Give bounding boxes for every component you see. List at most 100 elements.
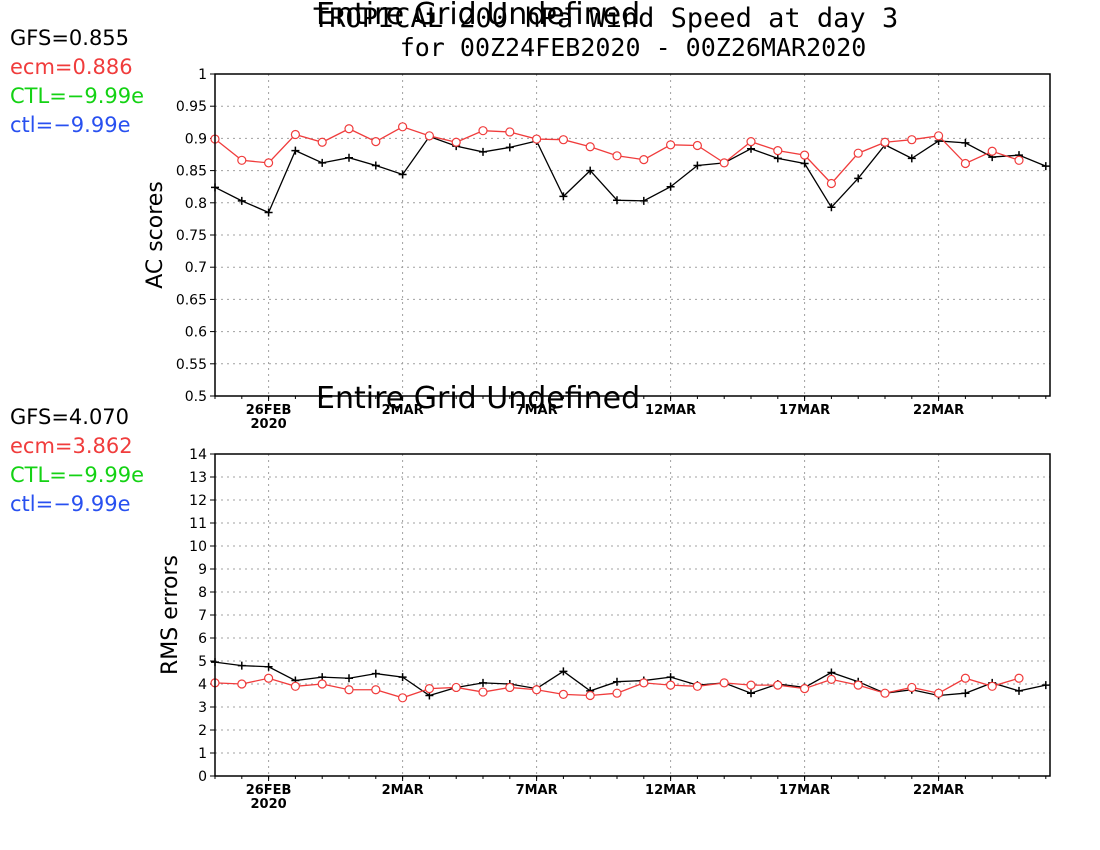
ecm-data-point bbox=[719, 678, 729, 688]
y-tick-label: 3 bbox=[198, 700, 207, 716]
x-tick-label: 7MAR bbox=[516, 403, 558, 418]
y-tick-label: 0 bbox=[198, 769, 207, 785]
ecm-data-point bbox=[531, 685, 542, 695]
ecm-score: ecm=3.862 bbox=[10, 434, 133, 458]
y-tick-label: 0.9 bbox=[185, 131, 207, 147]
ecm-data-point bbox=[639, 678, 649, 688]
ecm-data-point bbox=[451, 682, 461, 693]
ecm-data-point bbox=[773, 680, 783, 690]
ecm-data-point bbox=[960, 158, 971, 169]
ecm-data-point bbox=[371, 137, 381, 147]
x-tick-sublabel: 2020 bbox=[251, 797, 287, 812]
ecm-data-point bbox=[665, 140, 676, 150]
gfs-data-point bbox=[237, 661, 246, 670]
gfs-data-point bbox=[318, 158, 327, 167]
gfs-data-point bbox=[693, 161, 702, 170]
overlay-text-top: Entire Grid Undefined bbox=[316, 0, 640, 32]
y-tick-label: 0.75 bbox=[176, 228, 207, 244]
gfs-data-point bbox=[961, 138, 970, 147]
y-tick-label: 0.8 bbox=[185, 196, 207, 212]
y-axis-label: RMS errors bbox=[158, 555, 183, 675]
ecm-data-point bbox=[531, 134, 542, 144]
gfs-data-point bbox=[559, 667, 568, 676]
ecm-score: ecm=0.886 bbox=[10, 55, 133, 79]
gfs-series-line bbox=[214, 135, 1047, 214]
ecm-data-point bbox=[907, 135, 917, 145]
gfs-data-point bbox=[613, 677, 621, 686]
y-tick-label: 10 bbox=[189, 539, 207, 555]
y-tick-label: 0.85 bbox=[176, 164, 207, 180]
ecm-data-point bbox=[639, 155, 649, 165]
ecm-data-point bbox=[344, 124, 354, 134]
ecm-data-point bbox=[585, 142, 595, 152]
gfs-data-point bbox=[371, 669, 380, 678]
x-tick-label: 2MAR bbox=[382, 403, 424, 418]
ecm-data-point bbox=[505, 682, 515, 693]
gfs-data-point bbox=[1041, 681, 1050, 690]
overlay-text-bottom: Entire Grid Undefined bbox=[316, 381, 640, 416]
gfs-data-point bbox=[586, 166, 595, 175]
gfs-data-point bbox=[773, 154, 782, 163]
ecm-data-point bbox=[880, 137, 890, 147]
ecm-data-point bbox=[960, 673, 971, 683]
ecm-data-point bbox=[933, 131, 944, 141]
plot-frame bbox=[214, 453, 1051, 777]
ecm-data-point bbox=[719, 158, 729, 168]
ecm-data-point bbox=[799, 150, 810, 160]
ecm-data-point bbox=[478, 687, 488, 697]
ecm-data-point bbox=[424, 683, 434, 694]
y-tick-label: 0.55 bbox=[176, 357, 207, 373]
gfs-data-point bbox=[345, 674, 353, 683]
ecm-data-point bbox=[746, 680, 756, 690]
x-tick-label: 12MAR bbox=[645, 403, 696, 418]
gfs-data-point bbox=[398, 170, 407, 179]
ecm-data-point bbox=[237, 155, 247, 165]
chart-subtitle: for 00Z24FEB2020 - 00Z26MAR2020 bbox=[400, 33, 867, 62]
ecm-data-point bbox=[692, 140, 703, 151]
ecm-data-point bbox=[799, 683, 810, 694]
y-tick-label: 13 bbox=[189, 470, 207, 486]
y-tick-label: 4 bbox=[198, 677, 207, 693]
gfs-data-point bbox=[1015, 686, 1023, 695]
y-tick-label: 1 bbox=[198, 746, 207, 762]
y-tick-label: 11 bbox=[189, 516, 207, 532]
ecm-data-point bbox=[826, 674, 837, 685]
gfs-data-point bbox=[800, 159, 809, 168]
x-tick-label: 17MAR bbox=[779, 783, 830, 798]
ecm-data-point bbox=[773, 146, 783, 156]
x-tick-label: 26FEB bbox=[246, 403, 292, 418]
ecm-data-point bbox=[612, 151, 622, 161]
gfs-data-point bbox=[345, 153, 353, 162]
ctl-upper-score: CTL=−9.99e bbox=[10, 84, 145, 108]
gfs-data-point bbox=[827, 203, 836, 212]
gfs-score: GFS=4.070 bbox=[10, 405, 130, 429]
y-tick-label: 0.6 bbox=[185, 325, 207, 341]
ecm-data-point bbox=[371, 685, 381, 695]
x-tick-label: 2MAR bbox=[382, 783, 424, 798]
ecm-data-point bbox=[424, 131, 434, 141]
plot-frame bbox=[214, 73, 1051, 397]
y-tick-label: 0.65 bbox=[176, 292, 207, 308]
ac-scores-panel: 0.5 0.55 0.6 0.65 0.7 0.75 0.8 0.85 0.9 0.95 1 26FE… bbox=[143, 67, 1051, 432]
gfs-data-point bbox=[264, 208, 273, 217]
gfs-data-point bbox=[479, 678, 487, 687]
x-tick-label: 12MAR bbox=[645, 783, 696, 798]
ecm-data-point bbox=[692, 681, 703, 691]
ecm-data-point bbox=[237, 679, 247, 689]
y-tick-label: 5 bbox=[198, 654, 207, 670]
y-tick-label: 0.95 bbox=[176, 99, 207, 115]
y-tick-label: 14 bbox=[189, 447, 207, 463]
ecm-data-point bbox=[558, 135, 569, 145]
gfs-score: GFS=0.855 bbox=[10, 26, 130, 50]
x-tick-label: 22MAR bbox=[913, 403, 964, 418]
ecm-data-point bbox=[558, 689, 569, 699]
ctl-upper-score: CTL=−9.99e bbox=[10, 463, 145, 487]
ecm-data-point bbox=[1014, 155, 1024, 165]
y-tick-label: 7 bbox=[198, 608, 207, 624]
y-tick-label: 0.5 bbox=[185, 389, 207, 405]
y-axis-label: AC scores bbox=[143, 181, 168, 289]
chart-title: TROPICAL 200 hPa Wind Speed at day 3 bbox=[313, 3, 898, 34]
x-tick-label: 7MAR bbox=[516, 783, 558, 798]
